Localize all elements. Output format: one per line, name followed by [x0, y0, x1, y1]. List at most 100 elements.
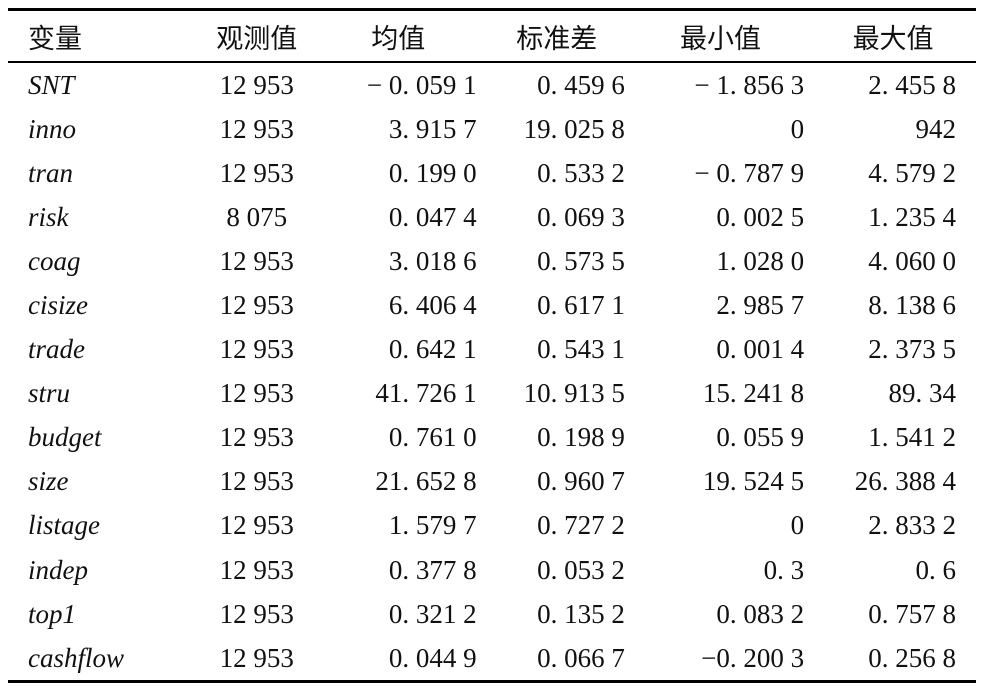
stat-cell: 0. 377 8 [388, 554, 477, 585]
header-cell: 标准差 [516, 23, 598, 54]
table-row: stru 12 953 41. 726 1 10. 913 5 15. 241 8 89.… [8, 372, 976, 416]
variable-name: trade [28, 334, 85, 365]
stat-cell: 0. 044 9 [388, 642, 477, 673]
stats-table: 变量 观测值 均值 标准差 最小值 最大值 SNT 12 953 − 0. 059 1 0. 4… [8, 8, 976, 683]
stat-cell: 0. 533 2 [537, 157, 625, 188]
stat-cell: 2. 985 7 [716, 290, 805, 321]
variable-name: tran [28, 157, 74, 188]
header-cell: 均值 [371, 23, 426, 54]
stat-cell: 1. 541 2 [868, 422, 956, 453]
stat-cell: 12 953 [219, 290, 294, 321]
stat-cell: 0. 642 1 [388, 334, 477, 365]
stat-cell: 0. 069 3 [537, 201, 625, 232]
table-row: coag 12 953 3. 018 6 0. 573 5 1. 028 0 4. 060… [8, 239, 976, 283]
header-cell: 观测值 [216, 23, 298, 54]
stat-cell: 1. 579 7 [388, 510, 477, 541]
stat-cell: 0. 199 0 [388, 157, 477, 188]
stat-cell: 0. 198 9 [537, 422, 625, 453]
stat-cell: 26. 388 4 [854, 466, 956, 497]
stat-cell: 942 [915, 113, 957, 144]
stat-cell: 0. 757 8 [868, 598, 956, 629]
stat-cell: 12 953 [219, 334, 294, 365]
header-cell: 最小值 [680, 23, 762, 54]
variable-name: cashflow [28, 642, 125, 673]
variable-name: inno [28, 113, 77, 144]
stat-cell: 0. 543 1 [537, 334, 625, 365]
stat-cell: 4. 579 2 [868, 157, 956, 188]
stat-cell: 8 075 [226, 201, 288, 232]
variable-name: stru [28, 378, 71, 409]
table-row: risk 8 075 0. 047 4 0. 069 3 0. 002 5 1. 235 … [8, 195, 976, 239]
stat-cell: 12 953 [219, 642, 294, 673]
table-row: cisize 12 953 6. 406 4 0. 617 1 2. 985 7 8. 1… [8, 283, 976, 327]
stat-cell: 41. 726 1 [375, 378, 477, 409]
table-row: SNT 12 953 − 0. 059 1 0. 459 6 − 1. 856 3 2. … [8, 62, 976, 107]
stat-cell: 2. 833 2 [868, 510, 956, 541]
table-row: top1 12 953 0. 321 2 0. 135 2 0. 083 2 0. 757… [8, 592, 976, 636]
stat-cell: 0. 066 7 [537, 642, 625, 673]
stat-cell: 0 [790, 510, 805, 541]
stat-cell: 19. 524 5 [702, 466, 805, 497]
table-row: indep 12 953 0. 377 8 0. 053 2 0. 3 0. 6 [8, 548, 976, 592]
table-row: trade 12 953 0. 642 1 0. 543 1 0. 001 4 2. 37… [8, 328, 976, 372]
stat-cell: 0. 3 [763, 554, 805, 585]
stat-cell: 12 953 [219, 422, 294, 453]
stat-cell: − 0. 787 9 [694, 157, 805, 188]
stat-cell: 12 953 [219, 157, 294, 188]
stat-cell: 2. 455 8 [868, 69, 956, 100]
stat-cell: 3. 915 7 [388, 113, 477, 144]
stat-cell: 0 [790, 113, 805, 144]
stat-cell: 1. 235 4 [868, 201, 956, 232]
variable-name: cisize [28, 290, 88, 321]
stat-cell: 15. 241 8 [702, 378, 805, 409]
stat-cell: 12 953 [219, 245, 294, 276]
table-row: cashflow 12 953 0. 044 9 0. 066 7 −0. 200 3 0… [8, 636, 976, 682]
stat-cell: 0. 055 9 [716, 422, 805, 453]
stat-cell: 0. 047 4 [388, 201, 477, 232]
stat-cell: 8. 138 6 [868, 290, 956, 321]
stat-cell: 0. 761 0 [388, 422, 477, 453]
stat-cell: − 1. 856 3 [694, 69, 805, 100]
stat-cell: 12 953 [219, 378, 294, 409]
stat-cell: 12 953 [219, 598, 294, 629]
stat-cell: 12 953 [219, 554, 294, 585]
table-body: SNT 12 953 − 0. 059 1 0. 459 6 − 1. 856 3 2. … [8, 62, 976, 682]
stat-cell: 0. 053 2 [537, 554, 625, 585]
table-row: budget 12 953 0. 761 0 0. 198 9 0. 055 9 1. 5… [8, 416, 976, 460]
stat-cell: 0. 459 6 [537, 69, 625, 100]
table-row: tran 12 953 0. 199 0 0. 533 2 − 0. 787 9 4. 5… [8, 151, 976, 195]
variable-name: listage [28, 510, 100, 541]
header-cell: 变量 [28, 23, 82, 54]
stat-cell: 0. 727 2 [537, 510, 625, 541]
stat-cell: 0. 002 5 [716, 201, 805, 232]
variable-name: top1 [28, 598, 77, 629]
table-row: listage 12 953 1. 579 7 0. 727 2 0 2. 833 2 [8, 504, 976, 548]
table-header: 变量 观测值 均值 标准差 最小值 最大值 [8, 9, 976, 62]
stat-cell: 2. 373 5 [868, 334, 956, 365]
stat-cell: 0. 321 2 [388, 598, 477, 629]
variable-name: budget [28, 422, 102, 453]
stat-cell: 12 953 [219, 113, 294, 144]
stat-cell: −0. 200 3 [701, 642, 805, 673]
stat-cell: 10. 913 5 [523, 378, 625, 409]
stat-cell: 0. 6 [915, 554, 957, 585]
variable-name: size [28, 466, 69, 497]
stat-cell: 12 953 [219, 466, 294, 497]
stat-cell: 0. 256 8 [868, 642, 956, 673]
stat-cell: 4. 060 0 [868, 245, 956, 276]
stat-cell: 12 953 [219, 69, 294, 100]
stat-cell: 0. 573 5 [537, 245, 625, 276]
stat-cell: 0. 617 1 [537, 290, 625, 321]
stat-cell: 19. 025 8 [523, 113, 625, 144]
stat-cell: 0. 083 2 [716, 598, 805, 629]
stat-cell: 0. 960 7 [537, 466, 625, 497]
header-row: 变量 观测值 均值 标准差 最小值 最大值 [8, 9, 976, 62]
stat-cell: 0. 001 4 [716, 334, 805, 365]
table-row: inno 12 953 3. 915 7 19. 025 8 0 942 [8, 107, 976, 151]
stat-cell: 6. 406 4 [388, 290, 477, 321]
variable-name: coag [28, 245, 81, 276]
variable-name: SNT [28, 69, 75, 100]
stat-cell: 21. 652 8 [375, 466, 477, 497]
table-row: size 12 953 21. 652 8 0. 960 7 19. 524 5 26. … [8, 460, 976, 504]
